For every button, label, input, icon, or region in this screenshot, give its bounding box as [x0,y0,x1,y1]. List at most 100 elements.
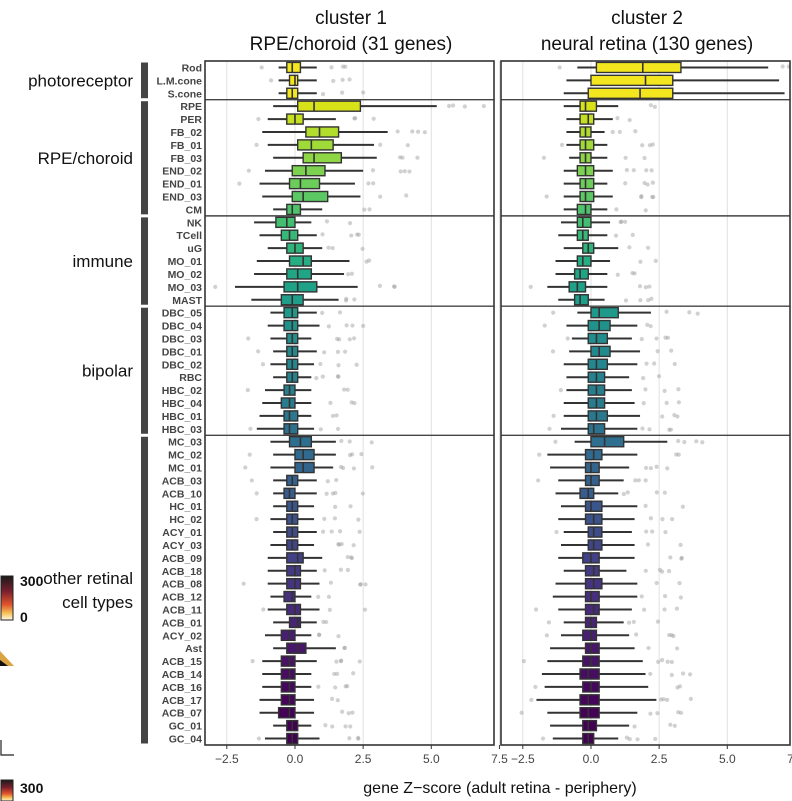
box-iqr [286,577,302,590]
outlier-point [643,285,648,290]
outlier-point [347,452,353,458]
outlier-point [348,504,353,509]
group-bar [141,62,148,99]
outlier-point [662,388,667,393]
outlier-point [318,427,323,432]
row-label: MO_01 [168,256,203,268]
outlier-point [371,181,376,186]
row-label: uG [187,243,202,255]
outlier-point [678,595,683,600]
outlier-point [544,194,549,199]
outlier-point [677,581,682,586]
outlier-point [645,182,650,187]
outlier-point [367,207,372,212]
outlier-point [672,413,677,418]
outlier-point [665,697,670,702]
outlier-point [663,530,668,535]
box-iqr [277,707,296,719]
box-iqr [584,500,603,512]
outlier-point [663,335,668,340]
outlier-point [340,465,346,471]
row-labels: RodL.M.coneS.coneRPEPERFB_02FB_01FB_03EN… [156,62,202,745]
box-iqr [576,216,592,229]
outlier-point [345,567,351,573]
outlier-point [636,478,641,483]
outlier-point [398,169,403,174]
outlier-point [675,685,680,690]
outlier-point [654,580,659,586]
outlier-point [347,736,352,741]
outlier-point [340,709,345,714]
outlier-point [345,684,350,689]
outlier-point [402,169,407,174]
legend-min-label: 0 [20,609,28,625]
outlier-point [356,517,361,522]
outlier-point [254,491,259,496]
row-label: HBC_01 [162,411,202,423]
row-label: ACB_12 [162,592,202,604]
outlier-point [662,490,667,495]
box-iqr [584,565,600,577]
panel-2-title-line1: cluster 2 [611,8,683,29]
outlier-point [613,233,619,238]
group-annotations: photoreceptor RPE/choroid immune bipolar oth… [28,62,148,744]
outlier-point [646,645,651,651]
row-label: RPE [180,101,202,113]
outlier-point [316,684,321,689]
outlier-point [676,710,681,715]
outlier-point [343,298,349,303]
row-label: L.M.cone [156,75,202,87]
outlier-point [371,116,376,121]
outlier-point [261,607,266,612]
box-iqr [286,268,313,280]
outlier-point [353,116,358,121]
outlier-point [654,336,659,341]
box-iqr [294,448,315,461]
box-iqr [576,203,592,216]
box-iqr [288,255,313,267]
row-label: END_02 [162,166,202,178]
outlier-point [333,504,338,509]
box-iqr [579,668,600,680]
outlier-point [335,426,341,432]
row-label: MO_02 [168,269,203,281]
box-iqr [576,255,592,267]
outlier-point [544,633,549,638]
outlier-point [336,374,341,379]
outlier-point [648,324,653,329]
outlier-point [650,142,655,147]
box-iqr [579,694,600,706]
outlier-point [700,440,705,445]
outlier-point [254,517,259,522]
outlier-point [654,464,659,469]
outlier-point [623,181,628,186]
outlier-point [316,594,321,599]
outlier-point [679,556,684,561]
outlier-point [322,516,327,522]
outlier-point [326,594,332,599]
outlier-point [630,270,635,276]
outlier-point [630,232,635,238]
box-iqr [582,629,598,642]
outlier-point [335,349,341,354]
outlier-point [345,554,350,560]
box-iqr [587,87,674,99]
outlier-point [250,659,255,664]
outlier-point [643,568,648,573]
outlier-point [363,582,368,587]
outlier-point [688,696,693,701]
outlier-point [687,310,692,315]
row-label: DBC_05 [162,308,202,320]
outlier-point [339,658,344,663]
outlier-point [330,491,336,496]
outlier-point [615,116,620,121]
row-label: ACB_14 [162,669,202,681]
box-iqr [280,694,296,706]
outlier-point [554,529,559,535]
outlier-point [633,478,638,483]
box-iqr [283,306,299,319]
outlier-point [647,427,652,432]
outlier-point [322,568,327,573]
x-tick-label: 0.0 [287,752,304,766]
outlier-point [662,593,668,599]
